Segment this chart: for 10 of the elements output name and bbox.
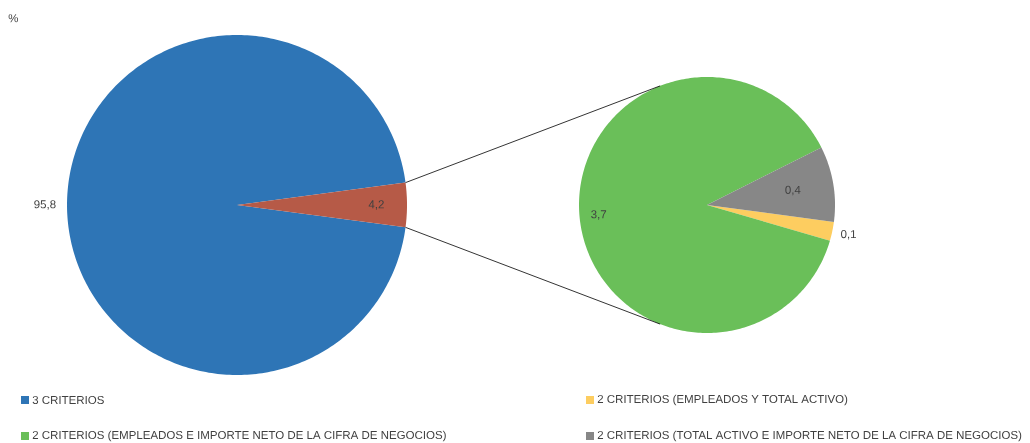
data-label: 95,8 xyxy=(34,200,56,210)
legend-label: 2 CRITERIOS (EMPLEADOS E IMPORTE NETO DE LA CIFRA DE NEGOCIOS) xyxy=(32,430,446,442)
data-label: 4,2 xyxy=(368,200,384,210)
data-label: 0,1 xyxy=(841,230,856,240)
data-label: 3,7 xyxy=(591,210,607,220)
legend-label: 2 CRITERIOS (EMPLEADOS Y TOTAL ACTIVO) xyxy=(597,394,848,406)
text: % xyxy=(8,14,19,23)
data-label: 0,4 xyxy=(785,185,801,196)
legend-label: 3 CRITERIOS xyxy=(32,395,104,405)
legend-label: 2 CRITERIOS (TOTAL ACTIVO E IMPORTE NETO DE LA CIFRA DE NEGOCIOS) xyxy=(597,430,1022,442)
